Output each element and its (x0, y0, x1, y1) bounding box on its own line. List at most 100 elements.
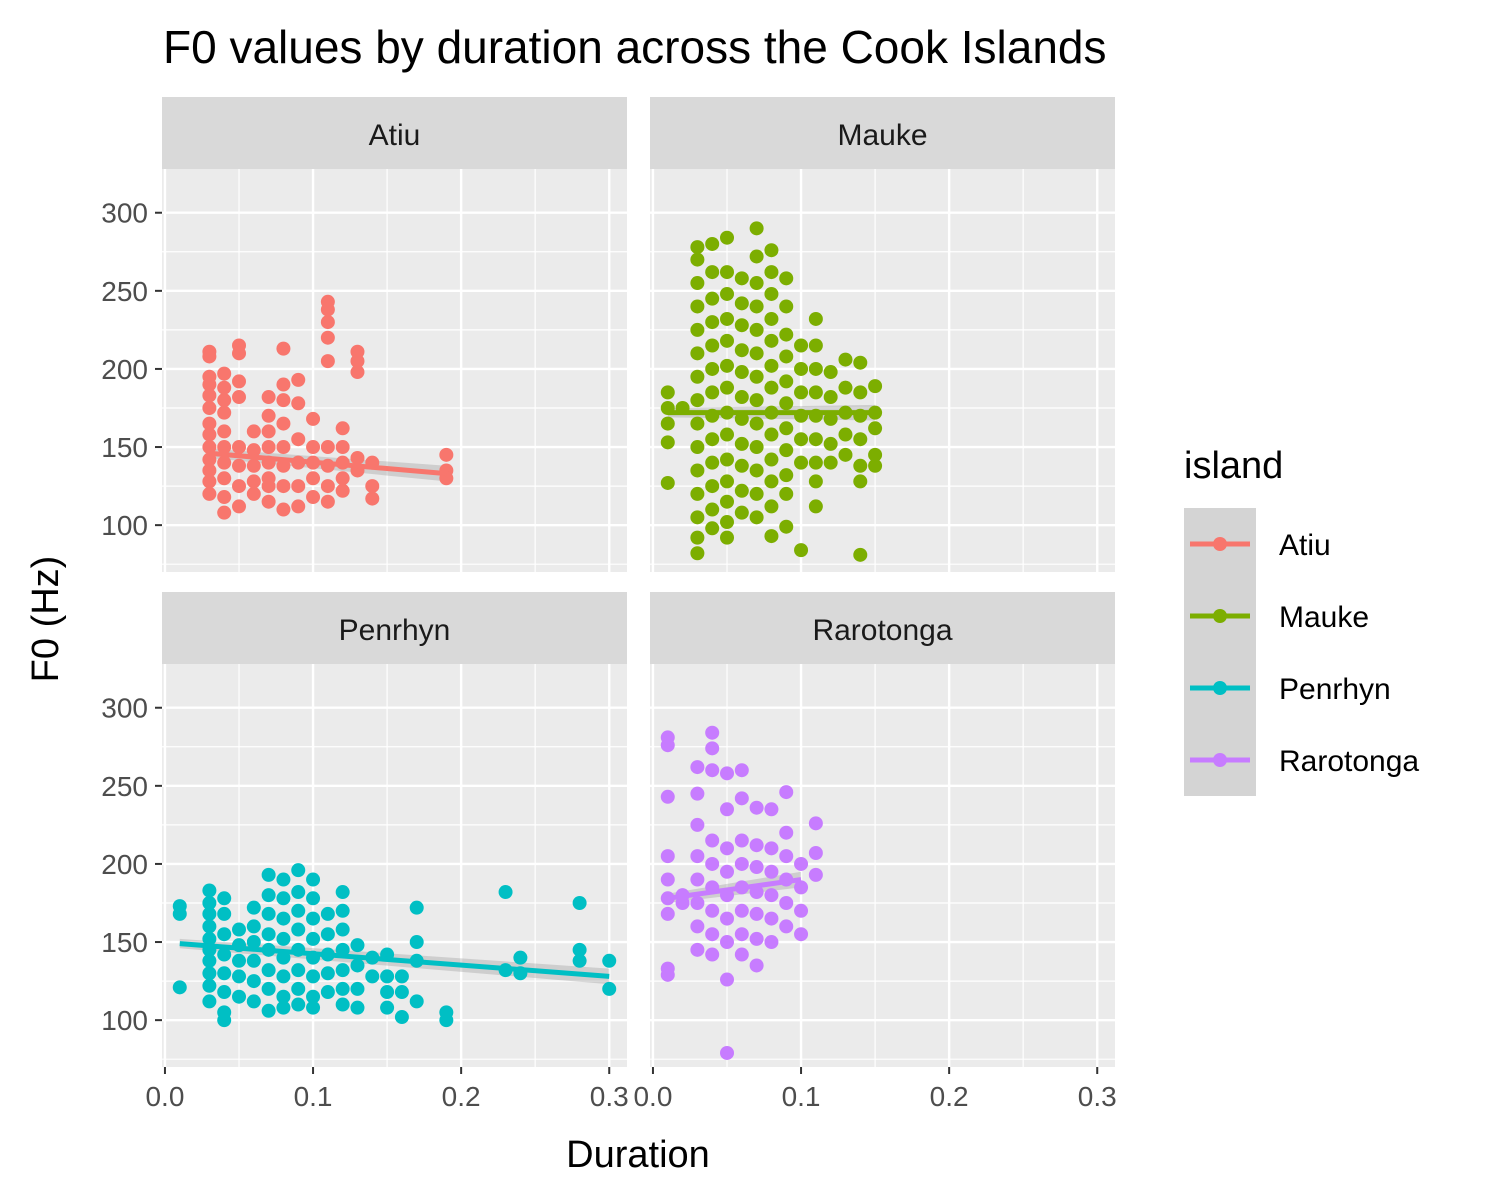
data-point (764, 265, 779, 280)
data-point (202, 919, 217, 934)
data-point (705, 833, 720, 848)
data-point (202, 349, 217, 364)
data-point (764, 358, 779, 373)
x-tick-label: 0.0 (145, 1081, 184, 1112)
data-point (779, 785, 794, 800)
data-point (705, 502, 720, 517)
data-point (217, 891, 232, 906)
data-point (720, 802, 735, 817)
data-point (291, 903, 306, 918)
data-point (291, 372, 306, 387)
data-point (764, 452, 779, 467)
data-point (572, 953, 587, 968)
data-point (705, 265, 720, 280)
data-point (276, 891, 291, 906)
data-point (749, 346, 764, 361)
data-point (202, 377, 217, 392)
data-point (246, 919, 261, 934)
data-point (350, 1000, 365, 1015)
data-point (232, 374, 247, 389)
legend-label: Penrhyn (1279, 673, 1391, 706)
data-point (690, 276, 705, 291)
data-point (306, 411, 321, 426)
data-point (246, 424, 261, 439)
data-point (749, 249, 764, 264)
data-point (853, 385, 868, 400)
facet-atiu: Atiu 100 150 200 250 300 (101, 97, 627, 572)
data-point (779, 519, 794, 534)
x-tick-label: 0.2 (442, 1081, 481, 1112)
data-point (291, 922, 306, 937)
data-point (720, 333, 735, 348)
data-point (734, 458, 749, 473)
data-point (394, 985, 409, 1000)
legend-key-point (1213, 681, 1227, 695)
data-point (690, 252, 705, 267)
data-point (335, 997, 350, 1012)
data-point (394, 969, 409, 984)
data-point (868, 421, 883, 436)
data-point (291, 479, 306, 494)
data-point (202, 400, 217, 415)
data-point (808, 499, 823, 514)
data-point (749, 369, 764, 384)
data-point (690, 346, 705, 361)
data-point (764, 864, 779, 879)
data-point (720, 515, 735, 530)
data-point (602, 981, 617, 996)
data-point (291, 863, 306, 878)
facet-penrhyn: Penrhyn 100 150 200 250 300 0.0 0.1 0.2 0.3 (101, 592, 629, 1112)
data-point (335, 963, 350, 978)
data-point (720, 311, 735, 326)
data-point (734, 436, 749, 451)
data-point (276, 393, 291, 408)
data-point (217, 947, 232, 962)
data-point (720, 935, 735, 950)
data-point (808, 432, 823, 447)
data-point (690, 872, 705, 887)
data-point (720, 766, 735, 781)
data-point (764, 935, 779, 950)
data-point (291, 981, 306, 996)
data-point (394, 1010, 409, 1025)
data-point (602, 953, 617, 968)
y-tick-label: 150 (101, 927, 148, 958)
data-point (720, 265, 735, 280)
data-point (705, 236, 720, 251)
data-point (690, 299, 705, 314)
y-tick-label: 100 (101, 510, 148, 541)
regression-line (667, 877, 802, 901)
data-point (764, 380, 779, 395)
data-point (439, 447, 454, 462)
data-point (779, 486, 794, 501)
data-point (276, 872, 291, 887)
data-point (246, 458, 261, 473)
data-point (172, 980, 187, 995)
data-point (764, 529, 779, 544)
data-point (868, 379, 883, 394)
data-point (705, 725, 720, 740)
data-point (749, 838, 764, 853)
data-point (276, 416, 291, 431)
data-point (690, 817, 705, 832)
data-point (261, 390, 276, 405)
data-point (276, 931, 291, 946)
data-point (202, 440, 217, 455)
data-point (734, 411, 749, 426)
data-point (246, 935, 261, 950)
data-point (705, 338, 720, 353)
data-point (720, 380, 735, 395)
y-tick-label: 250 (101, 771, 148, 802)
data-point (734, 927, 749, 942)
data-point (572, 895, 587, 910)
data-point (306, 440, 321, 455)
data-point (660, 967, 675, 982)
data-point (808, 867, 823, 882)
data-point (779, 919, 794, 934)
data-point (261, 963, 276, 978)
data-point (720, 358, 735, 373)
data-point (306, 872, 321, 887)
data-point (320, 494, 335, 509)
data-point (823, 436, 838, 451)
